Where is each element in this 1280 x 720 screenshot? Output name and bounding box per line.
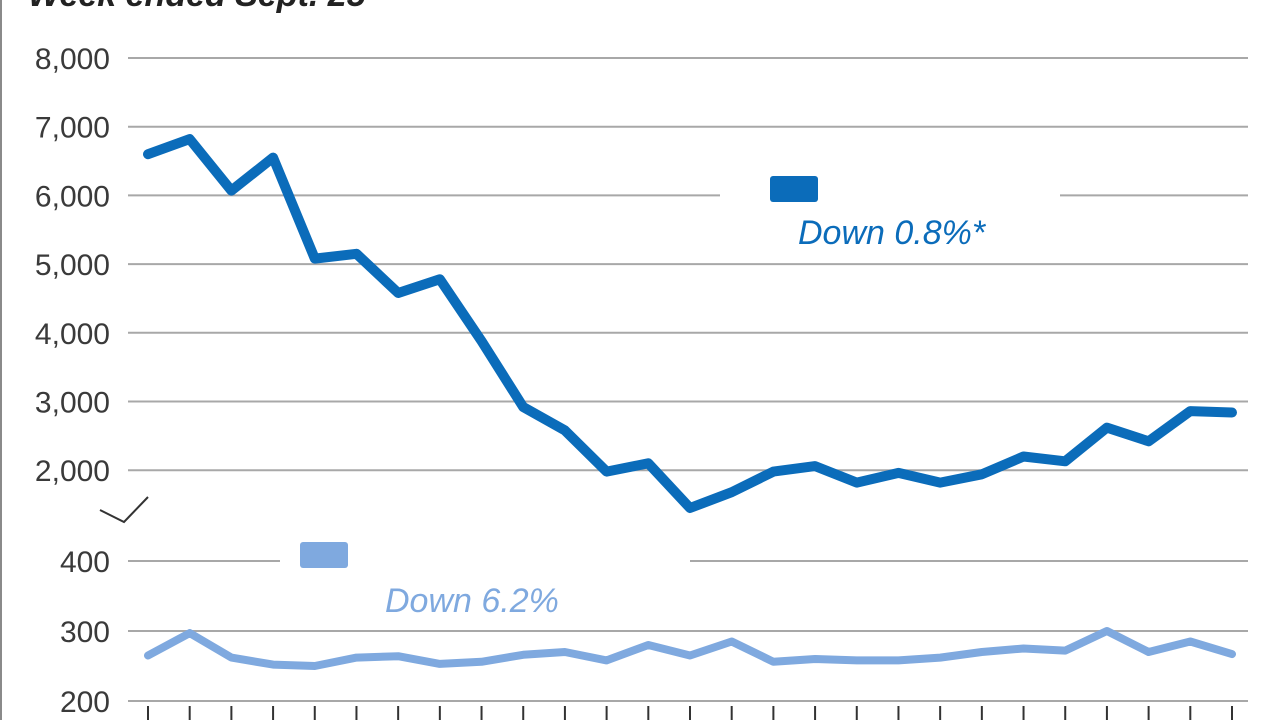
y-tick-label: 3,000	[35, 387, 110, 420]
annotation: Down 6.2%	[385, 582, 559, 620]
grid: 2,000 3,000 4,000 5,000 6,000 7,000 8,000 200 30…	[35, 43, 1248, 720]
icon	[300, 542, 348, 568]
y-tick-label: 4,000	[35, 318, 110, 351]
y-tick-label: 7,000	[35, 112, 110, 145]
y-tick-label: 6,000	[35, 180, 110, 213]
y-tick-label: 2,000	[35, 455, 110, 488]
annotation: Down 0.8%*	[798, 214, 987, 252]
series-line	[143, 134, 1237, 513]
plot	[143, 134, 1237, 670]
series-line	[144, 627, 1236, 670]
axis-break	[99, 496, 149, 524]
label-background	[280, 549, 690, 573]
y-tick-label: 8,000	[35, 43, 110, 76]
y-tick-label: 400	[60, 546, 110, 579]
chart-title: Week ended Sept. 25	[28, 0, 367, 14]
icon	[770, 176, 818, 202]
y-tick-label: 5,000	[35, 249, 110, 282]
y-tick-label: 300	[60, 616, 110, 649]
y-tick-label: 200	[60, 686, 110, 719]
